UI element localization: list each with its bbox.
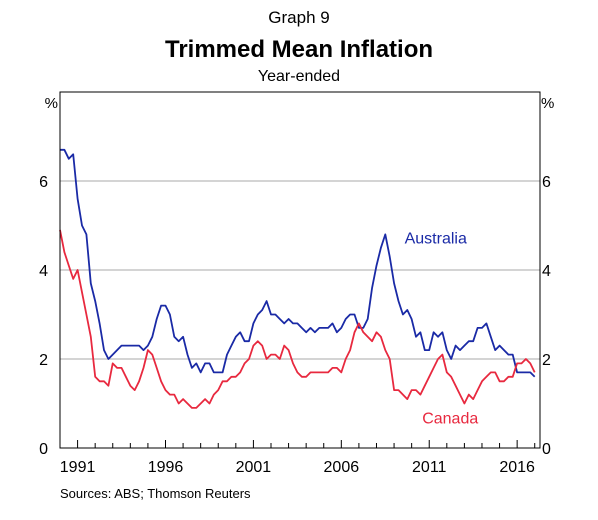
x-tick-label: 2006 <box>324 459 360 476</box>
series-line-canada <box>59 229 536 409</box>
y-tick-label-right: 2 <box>542 352 551 369</box>
series-line-australia <box>60 148 536 378</box>
x-tick-label: 2011 <box>412 459 447 476</box>
y-tick-label-right: 0 <box>542 441 551 458</box>
y-tick-label-right: 6 <box>542 174 551 191</box>
source-note: Sources: ABS; Thomson Reuters <box>60 486 251 501</box>
chart-title: Trimmed Mean Inflation <box>164 36 434 63</box>
graph-number: Graph 9 <box>268 8 330 27</box>
y-tick-label-left: 0 <box>39 441 48 458</box>
plot-border <box>59 91 541 449</box>
series-lines <box>59 148 536 409</box>
x-tick-label: 2001 <box>236 459 272 476</box>
y-unit-right: % <box>541 95 554 112</box>
y-unit-left: % <box>45 95 58 112</box>
y-tick-label-left: 6 <box>39 174 48 191</box>
axis-labels: 0 0 2 2 4 4 6 6% % 1991 1996 2001 2006 2011 2016 Austra… <box>39 95 554 476</box>
y-tick-label-left: 2 <box>39 352 48 369</box>
series-label-canada: Canada <box>422 411 478 428</box>
x-tick-label: 1996 <box>148 459 184 476</box>
y-tick-label-right: 4 <box>542 263 551 280</box>
series-label-australia: Australia <box>405 230 467 247</box>
chart-subtitle: Year-ended <box>257 68 341 85</box>
plot-frame <box>59 91 541 449</box>
x-tick-label: 2016 <box>499 459 535 476</box>
x-tick-label: 1991 <box>60 459 96 476</box>
gridlines <box>60 180 540 360</box>
y-tick-label-left: 4 <box>39 263 48 280</box>
